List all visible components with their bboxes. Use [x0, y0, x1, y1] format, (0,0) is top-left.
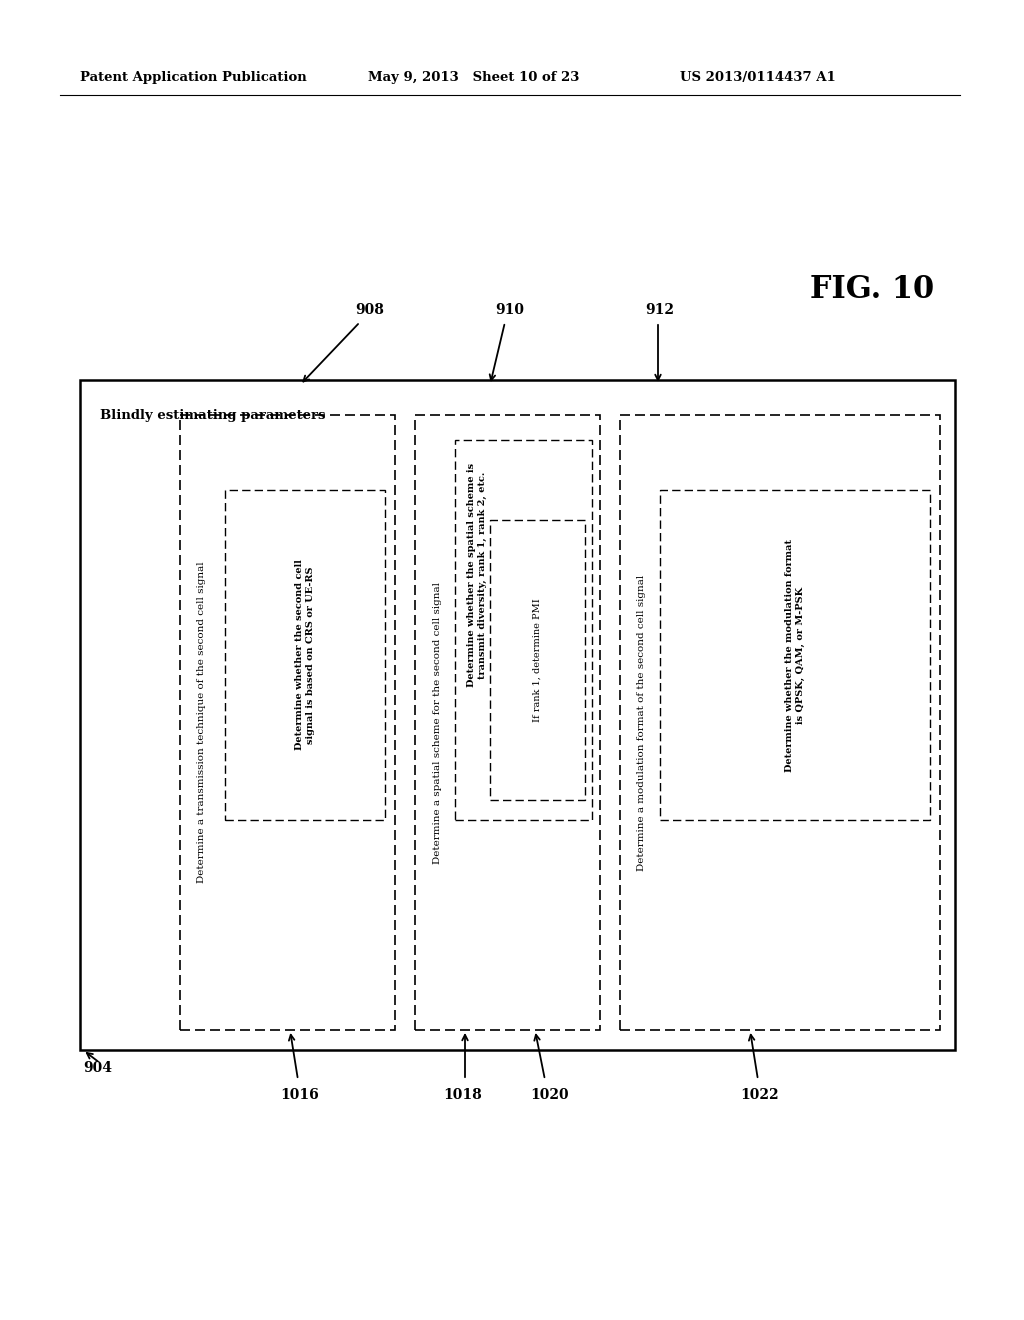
Text: Determine whether the spatial scheme is
transmit diversity, rank 1, rank 2, etc.: Determine whether the spatial scheme is …: [467, 463, 486, 688]
Bar: [620, 414, 940, 1030]
Text: 1022: 1022: [740, 1088, 779, 1102]
Text: 904: 904: [83, 1061, 112, 1074]
Bar: [455, 440, 592, 820]
Bar: [490, 520, 585, 800]
Text: 908: 908: [355, 304, 384, 317]
Text: 912: 912: [645, 304, 675, 317]
Text: 1018: 1018: [443, 1088, 482, 1102]
Text: 910: 910: [496, 304, 524, 317]
Text: Determine whether the second cell
signal is based on CRS or UE-RS: Determine whether the second cell signal…: [295, 560, 314, 751]
Bar: [660, 490, 930, 820]
Text: Determine a modulation format of the second cell signal: Determine a modulation format of the sec…: [638, 574, 646, 871]
Text: Determine a transmission technique of the second cell signal: Determine a transmission technique of th…: [198, 562, 207, 883]
Text: 1020: 1020: [530, 1088, 569, 1102]
Bar: [225, 490, 385, 820]
Text: Blindly estimating parameters: Blindly estimating parameters: [100, 408, 326, 421]
Text: Determine a spatial scheme for the second cell signal: Determine a spatial scheme for the secon…: [432, 582, 441, 863]
Text: US 2013/0114437 A1: US 2013/0114437 A1: [680, 71, 836, 84]
Text: 1016: 1016: [281, 1088, 319, 1102]
Bar: [180, 414, 395, 1030]
Text: Determine whether the modulation format
is QPSK, QAM, or M-PSK: Determine whether the modulation format …: [785, 539, 805, 771]
Bar: [415, 414, 600, 1030]
Text: Patent Application Publication: Patent Application Publication: [80, 71, 307, 84]
Text: FIG. 10: FIG. 10: [810, 275, 934, 305]
Text: If rank 1, determine PMI: If rank 1, determine PMI: [534, 598, 542, 722]
Text: May 9, 2013   Sheet 10 of 23: May 9, 2013 Sheet 10 of 23: [368, 71, 580, 84]
Bar: [80, 380, 955, 1049]
